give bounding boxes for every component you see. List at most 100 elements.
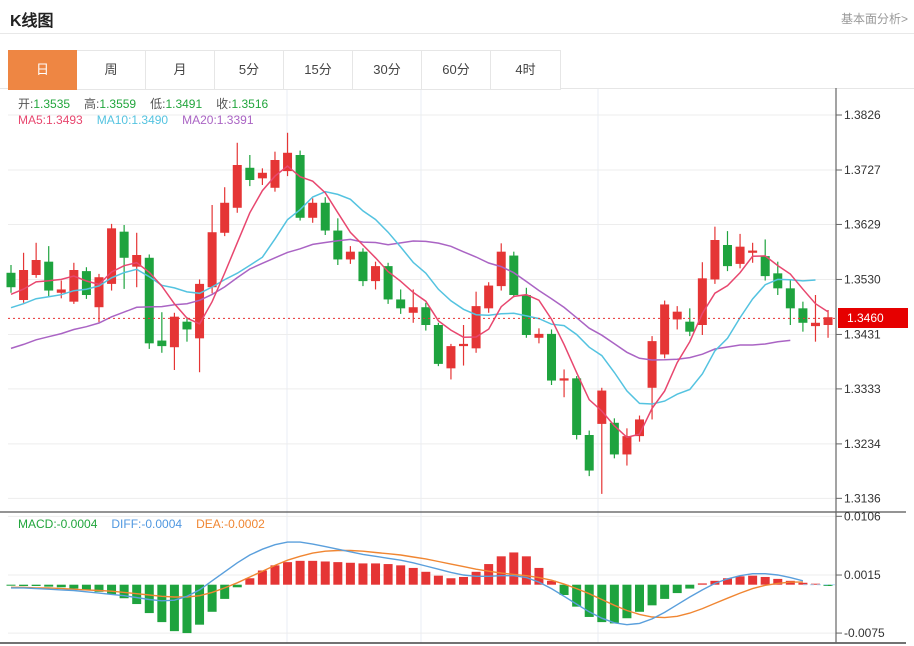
- candle-body: [383, 266, 393, 300]
- axis-tick-label: 0.0106: [844, 509, 881, 523]
- candle-body: [144, 257, 154, 344]
- macd-bar: [597, 584, 607, 623]
- axis-tick-label: 1.3826: [844, 108, 881, 122]
- tab-period-3[interactable]: 5分: [215, 51, 284, 89]
- info-value: 1.3491: [165, 97, 203, 111]
- macd-bar: [609, 584, 619, 624]
- info-label: 收:: [216, 97, 232, 111]
- candle-body: [710, 240, 720, 280]
- macd-bar: [735, 576, 745, 585]
- candle-body: [785, 288, 795, 309]
- candle-body: [660, 304, 670, 355]
- macd-bar: [31, 584, 41, 586]
- candle-body: [584, 435, 594, 471]
- macd-bar: [685, 584, 695, 589]
- macd-bar: [257, 570, 267, 585]
- info-label: DEA:: [196, 517, 225, 531]
- candle-body: [119, 231, 129, 258]
- info-value: -0.0004: [141, 517, 183, 531]
- info-label: 低:: [150, 97, 166, 111]
- candle-body: [798, 308, 808, 323]
- macd-bar: [182, 584, 192, 634]
- candle-body: [69, 270, 79, 302]
- macd-bar: [207, 584, 217, 612]
- candle-body: [396, 299, 406, 309]
- macd-bar: [660, 584, 670, 599]
- macd-bar: [245, 578, 255, 585]
- info-label: MACD:: [18, 517, 57, 531]
- ma20-line: [10, 238, 791, 361]
- macd-bar: [107, 584, 117, 595]
- candle-body: [371, 266, 381, 282]
- tab-period-0[interactable]: 日: [8, 50, 77, 90]
- candle-body: [207, 232, 217, 288]
- axis-tick-label: 1.3727: [844, 163, 881, 177]
- candle-body: [169, 316, 179, 348]
- macd-bar: [6, 584, 16, 586]
- candle-body: [220, 202, 230, 233]
- candle-body: [521, 295, 531, 336]
- macd-bar: [446, 578, 456, 585]
- info-value: 1.3391: [216, 113, 254, 127]
- candle-body: [345, 251, 355, 260]
- candle-body: [320, 202, 330, 231]
- candle-body: [44, 261, 54, 291]
- axis-tick-label: 1.3431: [844, 327, 881, 341]
- candle-body: [722, 245, 732, 267]
- macd-bar: [697, 583, 707, 585]
- tab-period-4[interactable]: 15分: [284, 51, 353, 89]
- axis-tick-label: 1.3530: [844, 272, 881, 286]
- macd-bar: [295, 560, 305, 585]
- candle-body: [735, 246, 745, 264]
- macd-bar: [232, 584, 242, 588]
- candle-body: [270, 160, 280, 188]
- fundamental-analysis-link[interactable]: 基本面分析>: [840, 12, 908, 26]
- candle-body: [232, 165, 242, 208]
- macd-bar: [559, 584, 569, 596]
- macd-bar: [19, 584, 29, 586]
- macd-bar: [622, 584, 632, 619]
- macd-bar: [44, 584, 54, 587]
- macd-bar: [195, 584, 205, 625]
- info-value: 1.3490: [131, 113, 169, 127]
- tab-period-7[interactable]: 4时: [515, 62, 536, 77]
- candle-body: [559, 378, 569, 381]
- info-label: MA10:: [96, 113, 132, 127]
- candle-body: [358, 251, 368, 282]
- macd-info-row: MACD:-0.0004 DIFF:-0.0004 DEA:-0.0002: [18, 517, 279, 531]
- candle-body: [509, 255, 519, 296]
- candle-body: [484, 285, 494, 309]
- macd-bar: [459, 576, 469, 585]
- candle-body: [31, 260, 41, 276]
- macd-bar: [169, 584, 179, 632]
- candle-body: [257, 172, 267, 179]
- macd-bar: [333, 562, 343, 585]
- macd-bar: [396, 565, 406, 585]
- macd-bar: [798, 582, 808, 585]
- tab-period-6[interactable]: 60分: [422, 51, 491, 89]
- tab-period-1[interactable]: 周: [77, 51, 146, 89]
- candle-body: [496, 251, 506, 287]
- ma-info-row: MA5:1.3493 MA10:1.3490 MA20:1.3391: [18, 113, 268, 127]
- tab-period-2[interactable]: 月: [146, 51, 215, 89]
- candle-body: [823, 317, 833, 326]
- candle-body: [597, 390, 607, 424]
- info-value: 1.3516: [231, 97, 269, 111]
- macd-bar: [421, 571, 431, 585]
- macd-bar: [220, 584, 230, 599]
- info-value: -0.0004: [56, 517, 98, 531]
- macd-bar: [270, 565, 280, 585]
- info-value: -0.0002: [224, 517, 265, 531]
- candle-body: [647, 341, 657, 388]
- macd-bar: [722, 578, 732, 585]
- candle-body: [81, 271, 91, 296]
- candle-body: [471, 306, 481, 349]
- candle-body: [685, 321, 695, 332]
- macd-bar: [320, 561, 330, 585]
- tab-period-5[interactable]: 30分: [353, 51, 422, 89]
- macd-bar: [572, 584, 582, 607]
- axis-tick-label: 1.3333: [844, 382, 881, 396]
- candle-body: [635, 419, 644, 437]
- candle-body: [446, 346, 456, 369]
